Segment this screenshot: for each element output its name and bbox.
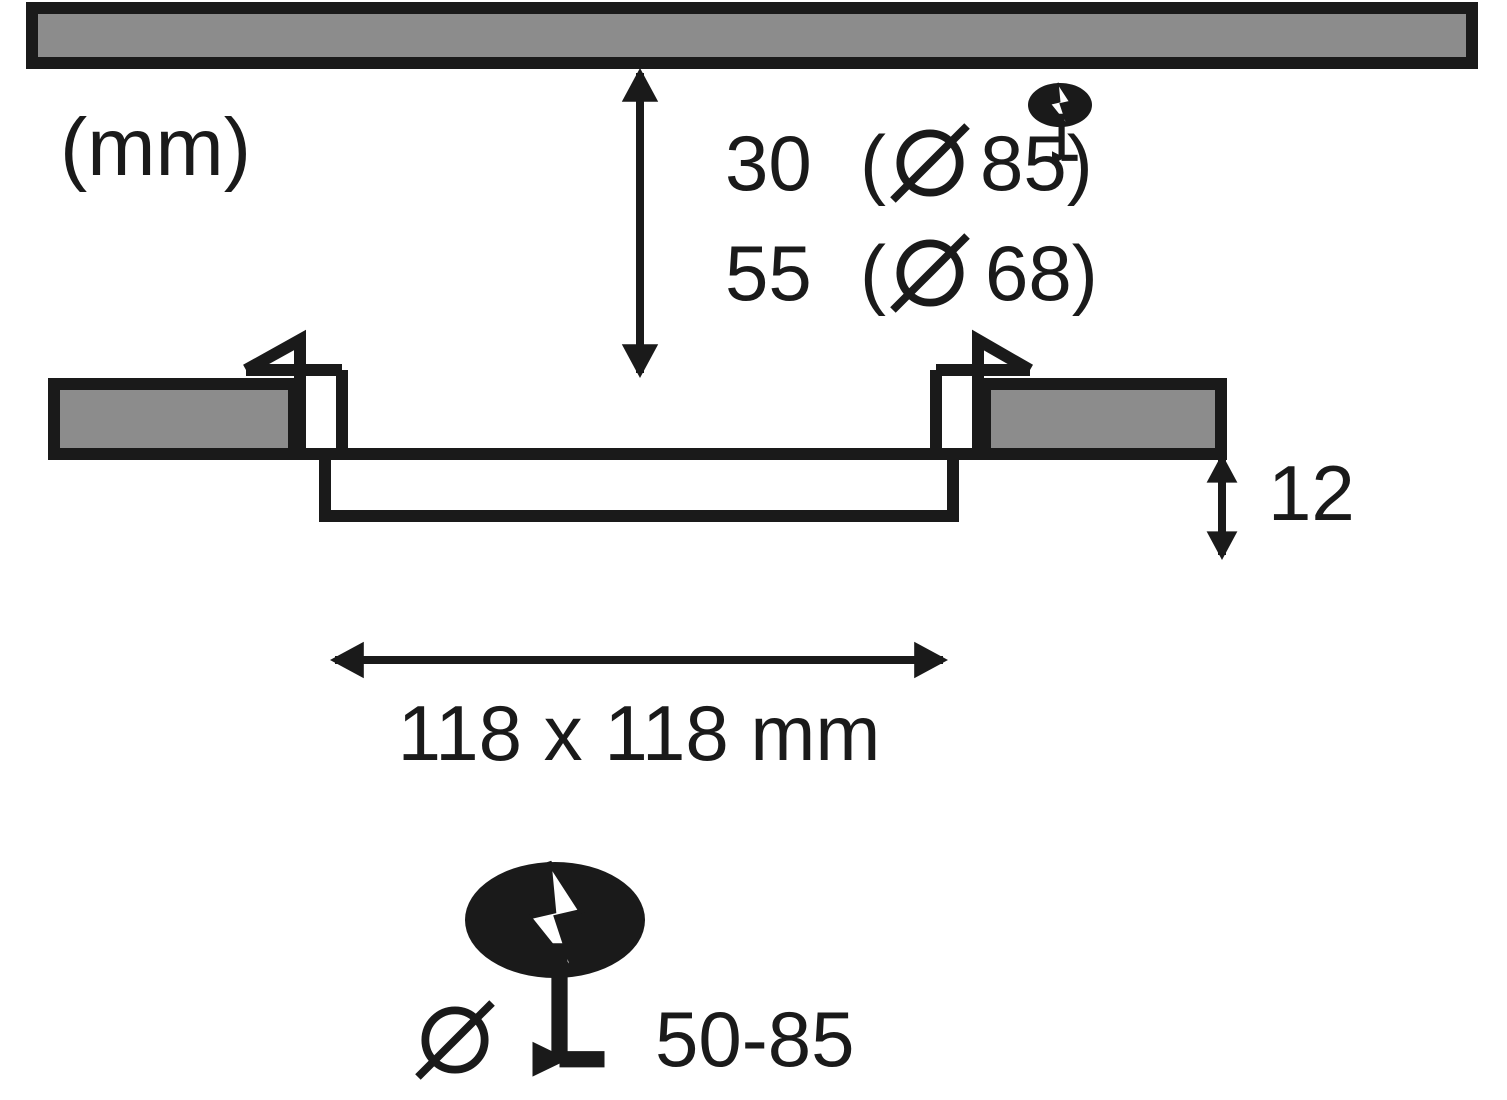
- hole-range: 50-85: [655, 995, 855, 1083]
- ceiling-beam: [32, 8, 1472, 63]
- outer-dimension: 118 x 118 mm: [398, 689, 881, 777]
- unit-label: (mm): [60, 102, 251, 193]
- arrow-head-icon: [1207, 531, 1238, 560]
- arrow-head-icon: [330, 642, 364, 678]
- arrow-head-icon: [914, 642, 948, 678]
- depth1-paren: (: [860, 119, 886, 207]
- panel-body: [325, 454, 953, 516]
- depth1-value: 30: [725, 119, 812, 207]
- depth2-hole: 68): [985, 229, 1098, 317]
- depth1-hole: 85): [980, 119, 1093, 207]
- arrow-head-icon: [622, 68, 658, 102]
- arrow-head-icon: [622, 344, 658, 378]
- panel-thickness-value: 12: [1268, 449, 1355, 537]
- ceiling-block-right: [985, 384, 1221, 454]
- depth2-value: 55: [725, 229, 812, 317]
- depth2-paren: (: [860, 229, 886, 317]
- ceiling-block-left: [54, 384, 294, 454]
